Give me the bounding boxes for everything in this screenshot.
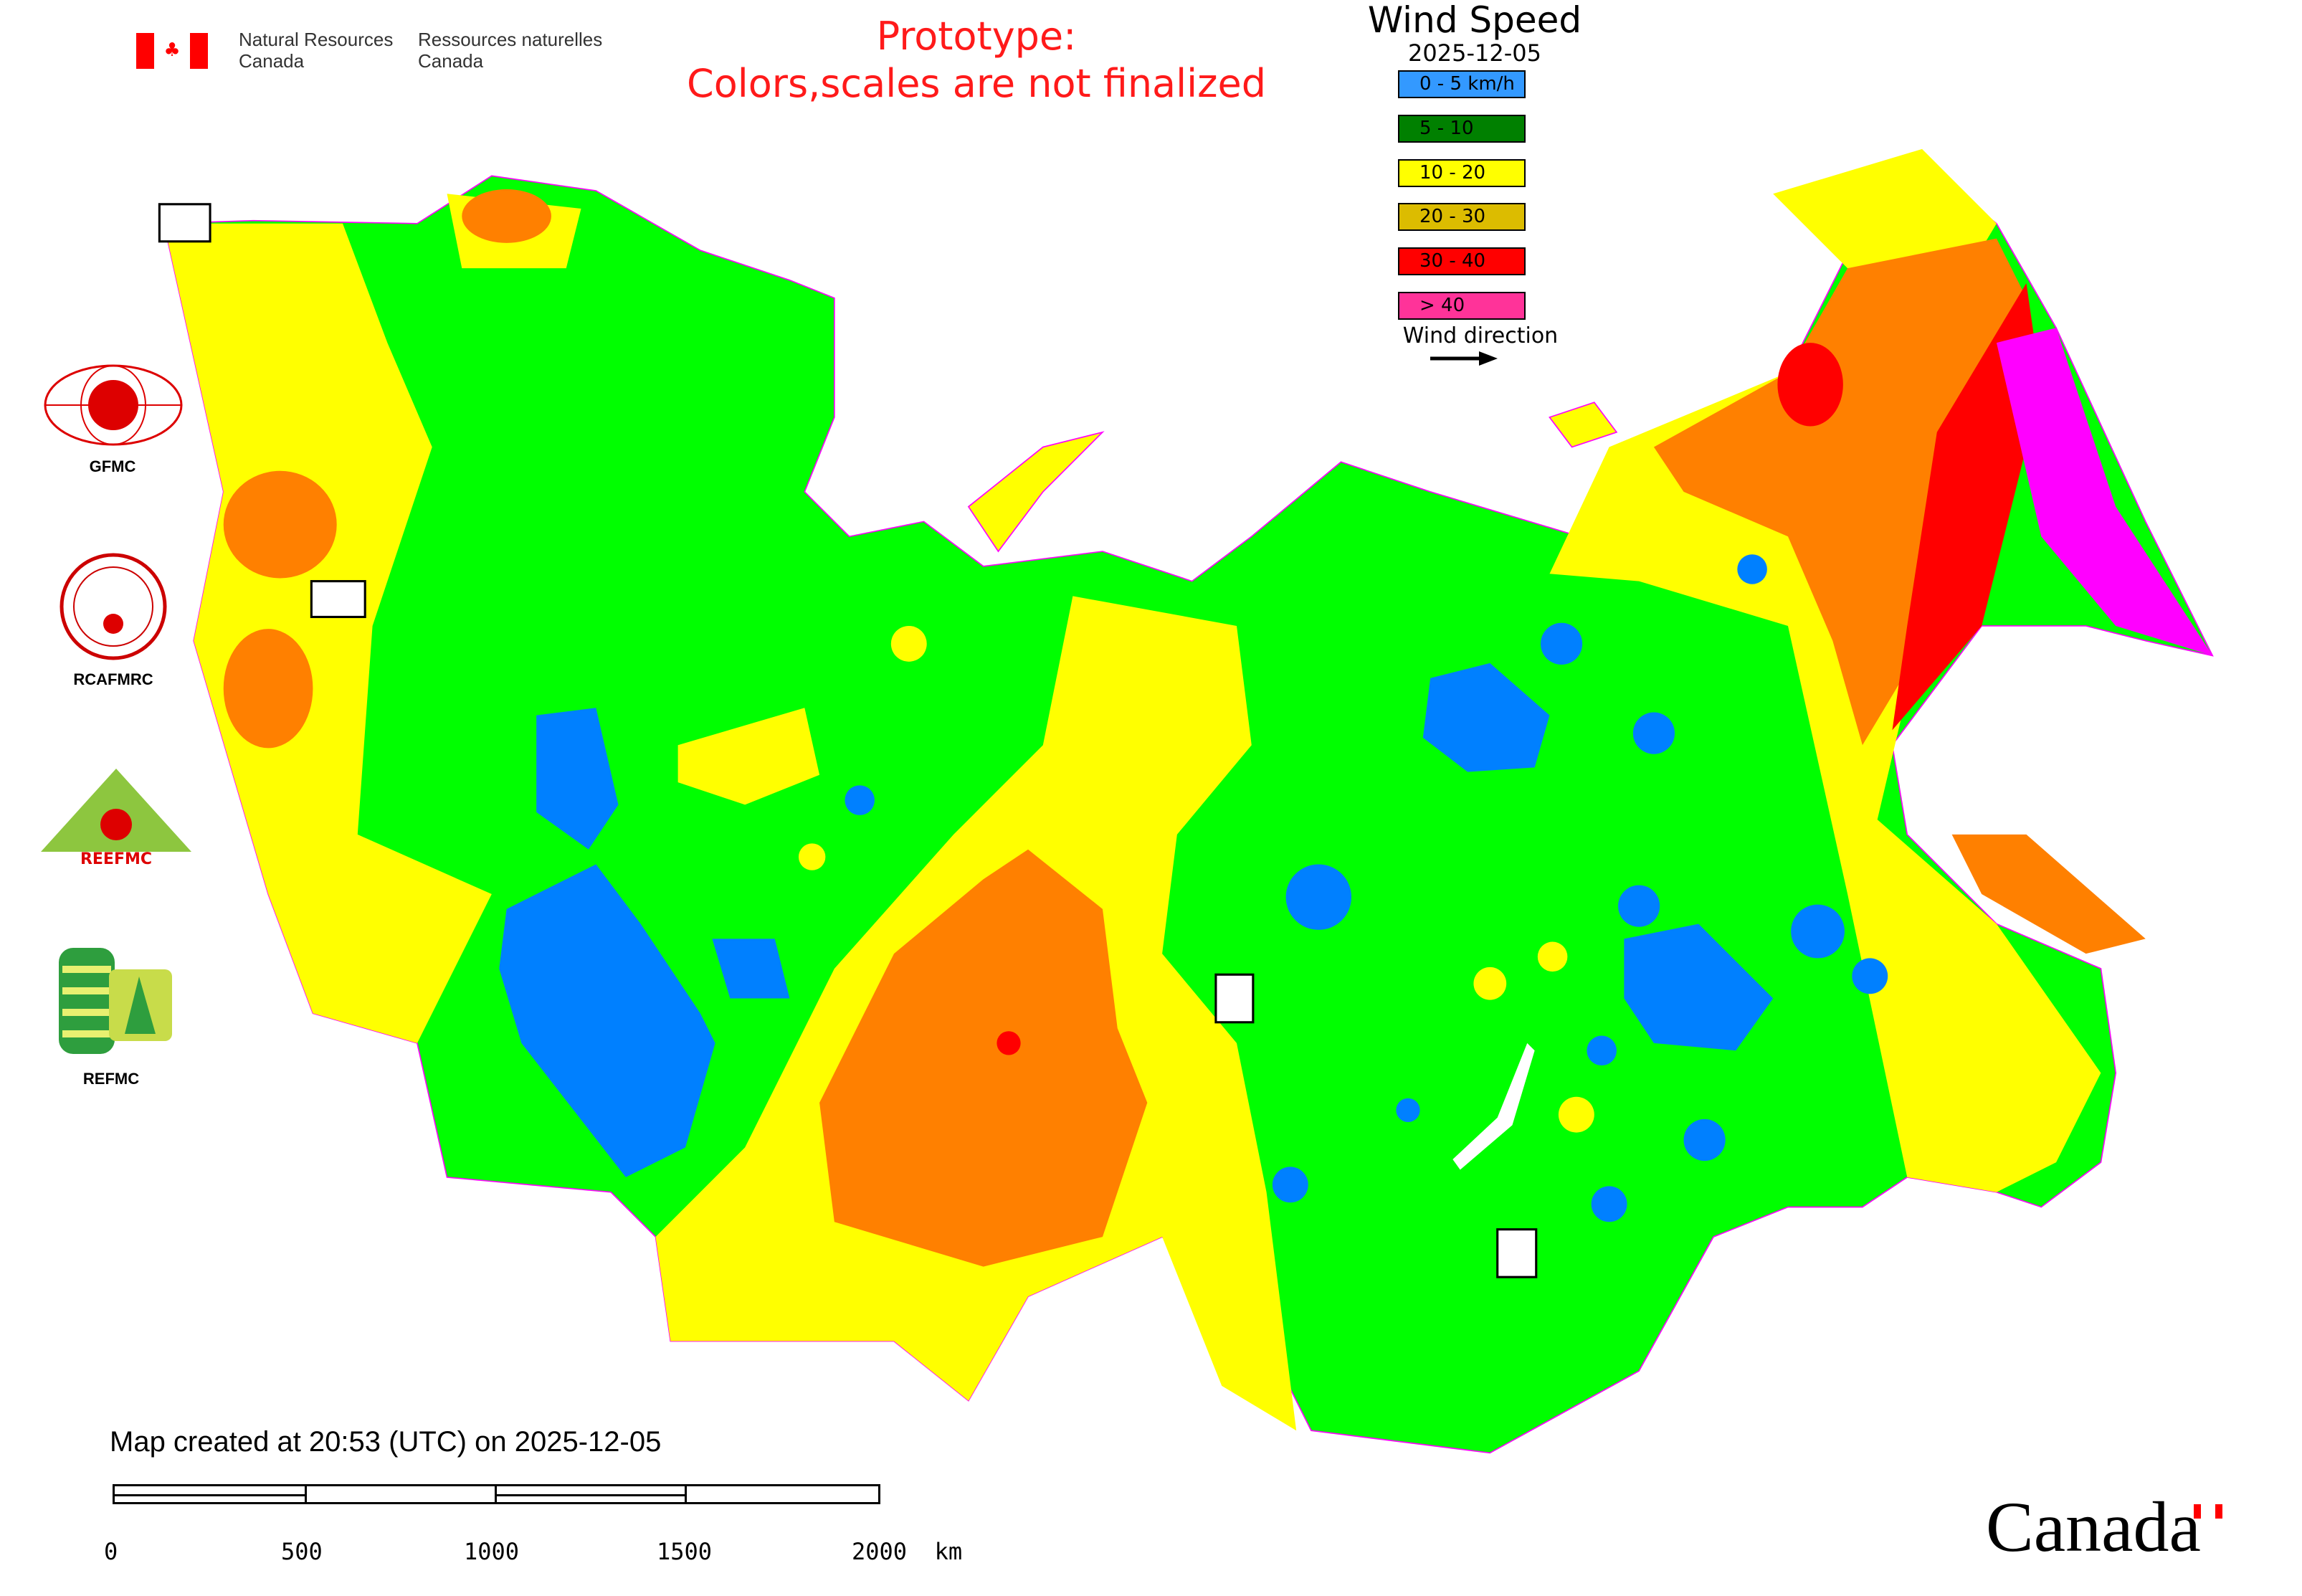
zone-yellow-spot <box>1558 1096 1594 1133</box>
legend-item-5-10: 5 - 10 <box>1398 115 1526 143</box>
reefmc-logo-text: REEFMC <box>80 850 152 868</box>
marker-reefmc[interactable] <box>310 580 366 619</box>
zone-blue-spot <box>1396 1098 1420 1123</box>
prototype-notice-line2: Colors,scales are not finalized <box>687 61 1266 106</box>
novaya-zemlya <box>967 431 1105 553</box>
agency-name-fr: Ressources naturelles Canada <box>418 29 602 72</box>
legend-item-0-5: 0 - 5 km/h <box>1398 70 1526 98</box>
gfmc-logo <box>44 364 183 446</box>
zone-orange-central <box>819 849 1148 1267</box>
canada-flag-icon: ♣ <box>136 33 208 69</box>
zone-blue-west-siberia <box>499 864 715 1177</box>
zone-orange-kola <box>462 189 551 243</box>
zone-orange-west <box>223 470 337 579</box>
marker-rcafmrc[interactable] <box>1496 1228 1538 1278</box>
legend-item-30-40: 30 - 40 <box>1398 247 1526 275</box>
zone-yellow-west <box>163 223 492 1043</box>
zone-yellow-west-siberia <box>677 708 820 805</box>
zone-blue-spot <box>1285 864 1352 930</box>
zone-blue-spot <box>1737 554 1767 584</box>
zone-blue-spot <box>1272 1167 1308 1203</box>
refmc-logo <box>59 948 172 1054</box>
agency-en-line1: Natural Resources <box>239 29 394 50</box>
arrow-right-icon <box>1430 351 1498 366</box>
scale-label-500: 500 <box>281 1538 323 1565</box>
legend-title: Wind Speed <box>1367 0 1582 41</box>
zone-blue-spot <box>1632 712 1675 754</box>
zone-orange-west-2 <box>223 629 313 749</box>
zone-blue-spot <box>1791 904 1845 959</box>
agency-en-line2: Canada <box>239 50 305 72</box>
zone-orange-okhotsk <box>1951 834 2146 954</box>
severnaya-zemlya <box>1549 402 1618 448</box>
zone-blue-transbaikal <box>1624 923 1774 1051</box>
zone-orange-northeast <box>1653 238 2027 746</box>
wordmark-flag-icon <box>2194 1504 2222 1519</box>
wind-direction-label: Wind direction <box>1402 323 1559 348</box>
zone-blue-spot <box>1683 1118 1726 1162</box>
scale-label-1500: 1500 <box>657 1538 713 1565</box>
zone-red-coast <box>1892 282 2042 731</box>
zone-blue-yakutia <box>1422 662 1550 772</box>
rcafmrc-logo <box>60 553 167 660</box>
zone-red-north <box>1777 343 1843 427</box>
zone-yellow-spot <box>798 843 826 870</box>
zone-yellow-spot <box>890 625 927 662</box>
scale-label-1000: 1000 <box>464 1538 520 1565</box>
reefmc-logo: REEFMC <box>41 769 191 868</box>
scale-label-0: 0 <box>104 1538 118 1565</box>
agency-name-en: Natural Resources Canada <box>239 29 393 72</box>
agency-fr-line2: Canada <box>418 50 484 72</box>
legend-date: 2025-12-05 <box>1408 39 1541 67</box>
canada-wordmark: Canada <box>1986 1487 2201 1567</box>
zone-red-central <box>997 1031 1021 1055</box>
marker-refmc[interactable] <box>1214 973 1255 1024</box>
zone-blue-spot <box>1540 622 1583 665</box>
legend-item-20-30: 20 - 30 <box>1398 203 1526 231</box>
lake-baikal <box>1452 1042 1535 1170</box>
agency-fr-line1: Ressources naturelles <box>418 29 603 50</box>
legend-item-10-20: 10 - 20 <box>1398 159 1526 187</box>
zone-yellow-northeast <box>1549 372 2101 1192</box>
prototype-notice-line1: Prototype: <box>876 14 1077 59</box>
zone-blue-ural <box>712 939 790 999</box>
zone-blue-ob <box>536 708 619 850</box>
map-created-timestamp: Map created at 20:53 (UTC) on 2025-12-05 <box>110 1426 662 1458</box>
marker-gfmc[interactable] <box>158 203 211 243</box>
rcafmrc-label: RCAFMRC <box>73 670 153 688</box>
zone-blue-spot <box>1587 1035 1617 1066</box>
scale-label-2000: 2000 km <box>852 1538 963 1565</box>
gfmc-label: GFMC <box>89 457 136 475</box>
zone-blue-spot <box>1591 1186 1627 1222</box>
scale-bar <box>113 1484 880 1504</box>
zone-blue-spot <box>1852 958 1888 994</box>
zone-yellow-spot <box>1537 941 1568 972</box>
refmc-label: REFMC <box>82 1070 140 1088</box>
zone-blue-spot <box>845 785 875 815</box>
zone-blue-spot <box>1618 885 1660 927</box>
zone-yellow-spot <box>1473 966 1507 1000</box>
legend-item-over-40: > 40 <box>1398 292 1526 320</box>
zone-magenta-kamchatka <box>1996 328 2213 656</box>
